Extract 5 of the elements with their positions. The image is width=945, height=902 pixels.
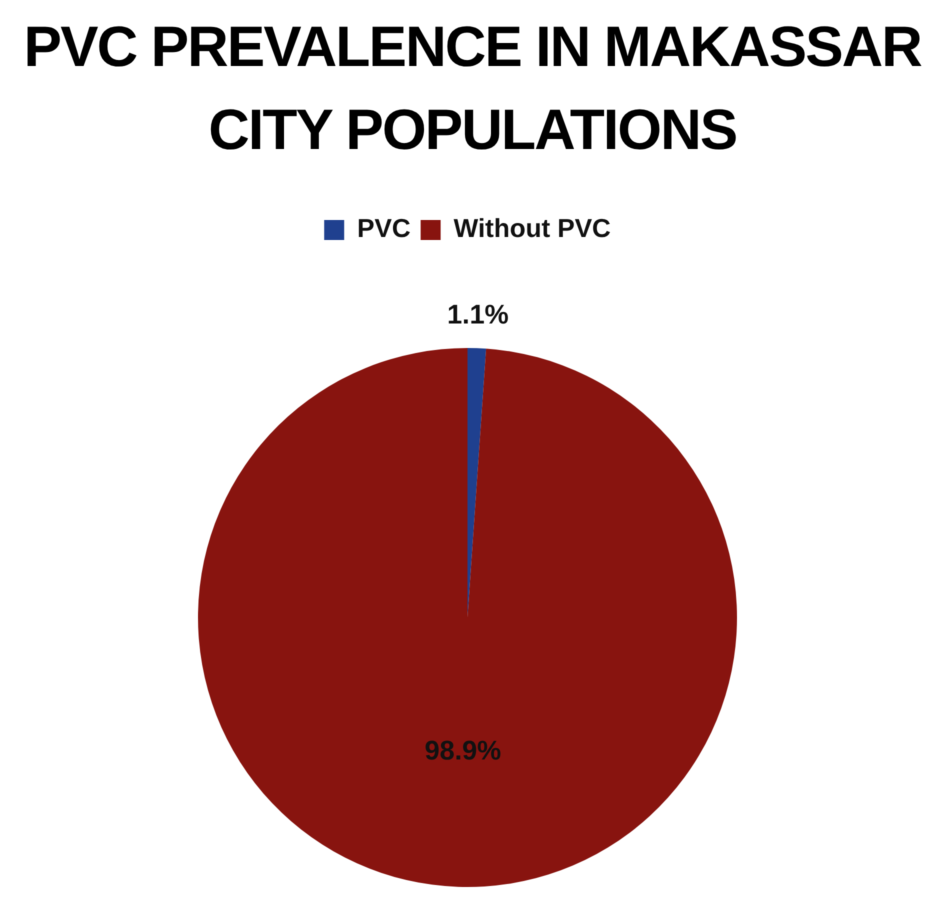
legend-label: PVC <box>357 213 411 244</box>
legend-label: Without PVC <box>454 213 612 244</box>
data-label: 98.9% <box>424 736 502 766</box>
chart-title: PVC PREVALENCE IN MAKASSAR CITY POPULATIONS <box>22 14 922 164</box>
data-label: 1.1% <box>447 300 509 330</box>
